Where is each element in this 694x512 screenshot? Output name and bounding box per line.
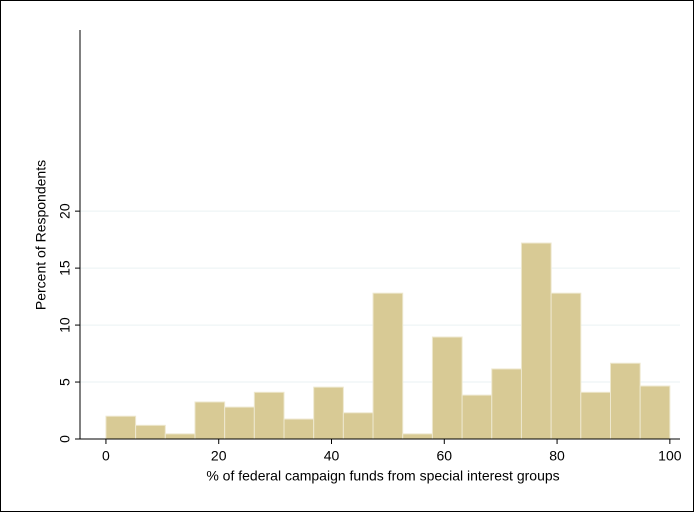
y-tick-label: 0 bbox=[57, 435, 73, 443]
x-tick-label: 80 bbox=[549, 448, 565, 464]
bar bbox=[105, 415, 137, 440]
bar bbox=[253, 391, 285, 440]
y-tick-label: 5 bbox=[57, 378, 73, 386]
bar bbox=[194, 401, 226, 440]
x-tick-label: 100 bbox=[658, 448, 682, 464]
y-tick-label: 15 bbox=[57, 260, 73, 276]
bar bbox=[580, 391, 611, 440]
bar bbox=[372, 292, 404, 440]
x-axis-label: % of federal campaign funds from special… bbox=[206, 468, 559, 484]
bar bbox=[402, 433, 433, 440]
y-tick-label: 20 bbox=[57, 203, 73, 219]
y-tick-label: 10 bbox=[57, 317, 73, 333]
bar bbox=[491, 368, 522, 440]
x-tick-label: 0 bbox=[102, 448, 110, 464]
bar bbox=[431, 336, 463, 440]
bar bbox=[313, 386, 344, 440]
bar bbox=[342, 412, 374, 440]
x-tick-label: 60 bbox=[436, 448, 452, 464]
x-tick-label: 40 bbox=[324, 448, 340, 464]
bar bbox=[520, 242, 552, 440]
bar bbox=[609, 362, 641, 440]
bar bbox=[164, 433, 196, 440]
bar bbox=[224, 406, 255, 440]
bar bbox=[461, 394, 493, 440]
bar bbox=[283, 418, 315, 440]
bar bbox=[639, 385, 671, 440]
bar bbox=[135, 424, 166, 440]
bar bbox=[550, 292, 582, 440]
y-axis-label: Percent of Respondents bbox=[33, 160, 49, 310]
x-tick-label: 20 bbox=[211, 448, 227, 464]
